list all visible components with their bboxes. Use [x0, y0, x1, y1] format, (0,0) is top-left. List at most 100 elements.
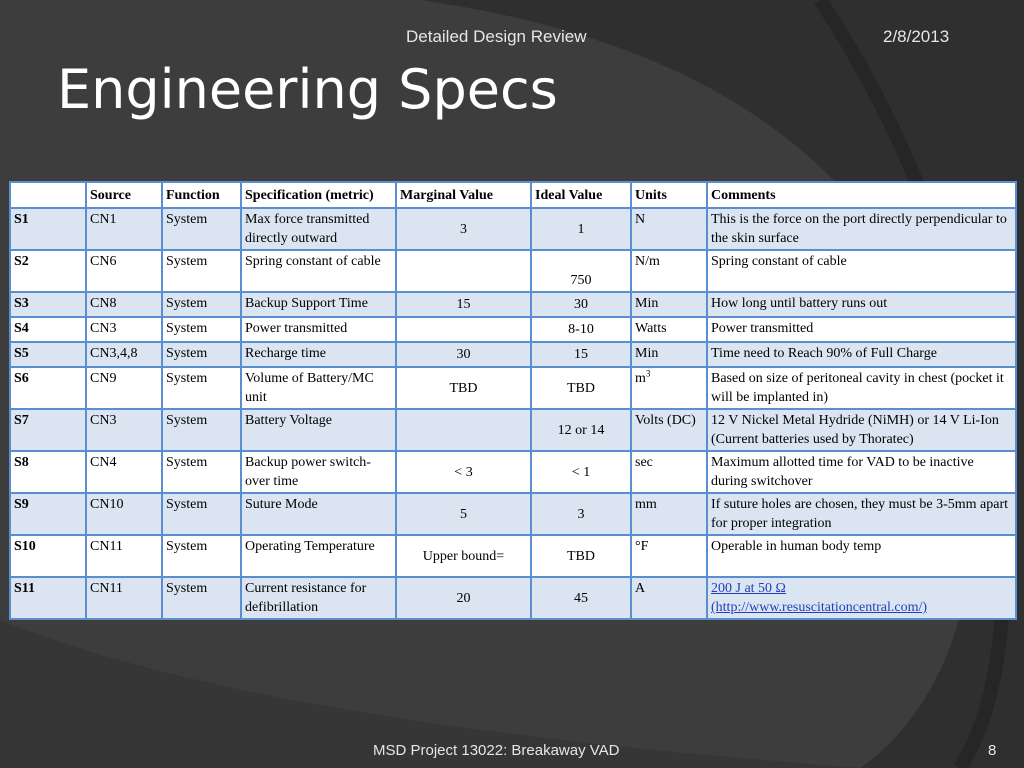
slide-title: Engineering Specs [57, 58, 558, 121]
units-cell: N [630, 207, 708, 251]
source-cell: CN8 [85, 291, 163, 318]
source-cell: CN11 [85, 534, 163, 578]
source-cell: CN10 [85, 492, 163, 536]
ideal-cell: 1 [530, 207, 632, 251]
units-cell: sec [630, 450, 708, 494]
function-cell: System [161, 534, 242, 578]
spec-cell: Current resistance for defibrillation [240, 576, 397, 620]
marginal-cell: 3 [395, 207, 532, 251]
ideal-cell: 8-10 [530, 316, 632, 343]
source-cell: CN4 [85, 450, 163, 494]
units-cell: mm [630, 492, 708, 536]
spec-id: S9 [9, 492, 87, 536]
spec-cell: Operating Temperature [240, 534, 397, 578]
table-row: S11 CN11 System Current resistance for d… [9, 576, 1017, 620]
page-number: 8 [988, 742, 997, 759]
function-cell: System [161, 366, 242, 410]
spec-cell: Battery Voltage [240, 408, 397, 452]
ideal-cell: TBD [530, 534, 632, 578]
function-cell: System [161, 576, 242, 620]
column-header [9, 181, 87, 209]
source-cell: CN6 [85, 249, 163, 293]
function-cell: System [161, 207, 242, 251]
marginal-cell: TBD [395, 366, 532, 410]
source-cell: CN3 [85, 316, 163, 343]
spec-cell: Spring constant of cable [240, 249, 397, 293]
ideal-cell: 30 [530, 291, 632, 318]
table-row: S6 CN9 System Volume of Battery/MC unit … [9, 366, 1017, 410]
source-cell: CN3 [85, 408, 163, 452]
marginal-cell: 30 [395, 341, 532, 368]
table-row: S1 CN1 System Max force transmitted dire… [9, 207, 1017, 251]
comments-cell: 200 J at 50 Ω (http://www.resuscitationc… [706, 576, 1017, 620]
function-cell: System [161, 249, 242, 293]
marginal-cell [395, 249, 532, 293]
footer-project: MSD Project 13022: Breakaway VAD [373, 742, 620, 759]
spec-id: S3 [9, 291, 87, 318]
resuscitation-central-link[interactable]: (http://www.resuscitationcentral.com/) [711, 600, 928, 615]
spec-id: S8 [9, 450, 87, 494]
spec-id: S7 [9, 408, 87, 452]
spec-cell: Power transmitted [240, 316, 397, 343]
comments-cell: If suture holes are chosen, they must be… [706, 492, 1017, 536]
defibrillation-spec-link[interactable]: 200 J at 50 Ω [711, 581, 786, 596]
table-row: S5 CN3,4,8 System Recharge time 30 15 Mi… [9, 341, 1017, 368]
table-row: S10 CN11 System Operating Temperature Up… [9, 534, 1017, 578]
spec-id: S5 [9, 341, 87, 368]
marginal-cell: 20 [395, 576, 532, 620]
engineering-specs-table: Source Function Specification (metric) M… [9, 181, 1017, 620]
spec-id: S11 [9, 576, 87, 620]
spec-cell: Backup power switch-over time [240, 450, 397, 494]
spec-id: S4 [9, 316, 87, 343]
source-cell: CN1 [85, 207, 163, 251]
comments-cell: Spring constant of cable [706, 249, 1017, 293]
ideal-cell: 12 or 14 [530, 408, 632, 452]
units-cell: Min [630, 341, 708, 368]
spec-id: S2 [9, 249, 87, 293]
column-header: Specification (metric) [240, 181, 397, 209]
column-header: Marginal Value [395, 181, 532, 209]
spec-cell: Volume of Battery/MC unit [240, 366, 397, 410]
units-text: m [635, 371, 646, 386]
marginal-cell [395, 316, 532, 343]
comments-cell: Time need to Reach 90% of Full Charge [706, 341, 1017, 368]
marginal-cell [395, 408, 532, 452]
function-cell: System [161, 316, 242, 343]
ideal-cell: < 1 [530, 450, 632, 494]
comments-cell: This is the force on the port directly p… [706, 207, 1017, 251]
units-cell: Watts [630, 316, 708, 343]
units-cell: Min [630, 291, 708, 318]
column-header: Ideal Value [530, 181, 632, 209]
ideal-cell: 750 [530, 249, 632, 293]
table-row: S8 CN4 System Backup power switch-over t… [9, 450, 1017, 494]
function-cell: System [161, 450, 242, 494]
table-row: S7 CN3 System Battery Voltage 12 or 14 V… [9, 408, 1017, 452]
header-title: Detailed Design Review [406, 27, 587, 46]
function-cell: System [161, 408, 242, 452]
spec-cell: Max force transmitted directly outward [240, 207, 397, 251]
spec-id: S10 [9, 534, 87, 578]
marginal-cell: < 3 [395, 450, 532, 494]
units-cell: N/m [630, 249, 708, 293]
function-cell: System [161, 291, 242, 318]
units-cell: m3 [630, 366, 708, 410]
header-date: 2/8/2013 [883, 27, 950, 46]
marginal-cell: 5 [395, 492, 532, 536]
spec-cell: Recharge time [240, 341, 397, 368]
function-cell: System [161, 341, 242, 368]
spec-id: S6 [9, 366, 87, 410]
comments-cell: Maximum allotted time for VAD to be inac… [706, 450, 1017, 494]
column-header: Units [630, 181, 708, 209]
column-header: Function [161, 181, 242, 209]
units-superscript: 3 [645, 368, 651, 379]
column-header: Source [85, 181, 163, 209]
spec-cell: Backup Support Time [240, 291, 397, 318]
ideal-cell: 3 [530, 492, 632, 536]
ideal-cell: 15 [530, 341, 632, 368]
specs-table-container: Source Function Specification (metric) M… [9, 181, 1017, 620]
comments-cell: Power transmitted [706, 316, 1017, 343]
units-cell: °F [630, 534, 708, 578]
table-row: S4 CN3 System Power transmitted 8-10 Wat… [9, 316, 1017, 343]
spec-id: S1 [9, 207, 87, 251]
table-row: S3 CN8 System Backup Support Time 15 30 … [9, 291, 1017, 318]
